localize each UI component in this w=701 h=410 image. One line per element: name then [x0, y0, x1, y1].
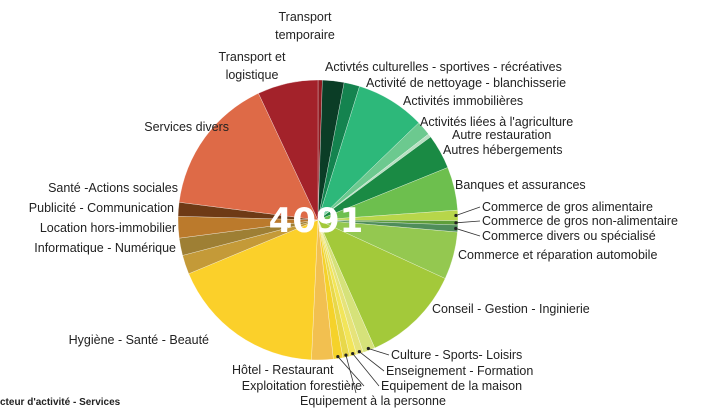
caption: cteur d'activité - Services: [0, 397, 121, 408]
slice-label: Transport et logistique: [218, 50, 286, 82]
leader-line: [368, 348, 390, 356]
slice-label: Autres hébergements: [443, 143, 563, 157]
slice-label: Transport temporaire: [275, 10, 335, 42]
leader-line: [352, 353, 380, 387]
leader-dot: [454, 226, 458, 231]
slice-label: Activité de nettoyage - blanchisserie: [366, 76, 567, 90]
slice-label: Commerce de gros non-alimentaire: [482, 214, 678, 228]
slice-label: Activtés culturelles - sportives - récré…: [325, 60, 562, 74]
leader-line: [337, 356, 365, 387]
leader-dot: [454, 213, 458, 218]
slice-label: Activités immobilières: [403, 94, 524, 108]
slice-label: Publicité - Communication: [28, 201, 174, 215]
leader-dot: [366, 346, 370, 351]
leader-line: [345, 355, 357, 394]
slice-label: Culture - Sports- Loisirs: [391, 348, 523, 362]
slice-label: Exploitation forestière: [241, 379, 362, 393]
slice-label: Commerce et réparation automobile: [458, 248, 658, 262]
center-total: 4091: [269, 201, 364, 241]
leader-line: [359, 351, 385, 372]
slice-label: Equipement de la maison: [381, 379, 523, 393]
slice-label: Hôtel - Restaurant: [232, 363, 334, 377]
leader-dot: [344, 353, 348, 357]
slice-label: Equipement à la personne: [300, 394, 446, 408]
slice-label: Hygiène - Santé - Beauté: [68, 333, 209, 347]
slice-label: Location hors-immobilier: [39, 221, 176, 235]
pie-slice: [178, 93, 319, 221]
pie-slice: [317, 219, 446, 349]
leader-line: [455, 228, 481, 237]
leader-dot: [357, 350, 361, 354]
slice-label: Informatique - Numérique: [34, 241, 176, 255]
slice-label: Conseil - Gestion - Inginierie: [432, 302, 590, 316]
slice-label: Enseignement - Formation: [386, 364, 534, 378]
slice-label: Commerce de gros alimentaire: [482, 200, 653, 214]
pie-slice: [188, 219, 319, 361]
slice-label: Santé -Actions sociales: [48, 181, 178, 195]
slice-label: Banques et assurances: [455, 178, 586, 192]
slice-label: Services divers: [144, 120, 229, 134]
slice-label: Commerce divers ou spécialisé: [482, 229, 656, 243]
leader-line: [455, 206, 481, 216]
slice-label: Autre restauration: [452, 128, 552, 142]
leader-line: [455, 220, 481, 224]
slice-label: Activités liées à l'agriculture: [420, 115, 574, 129]
pie-slice: [258, 79, 319, 221]
leader-dot: [351, 351, 355, 356]
leader-dot: [336, 354, 340, 359]
leader-dot: [454, 221, 458, 225]
